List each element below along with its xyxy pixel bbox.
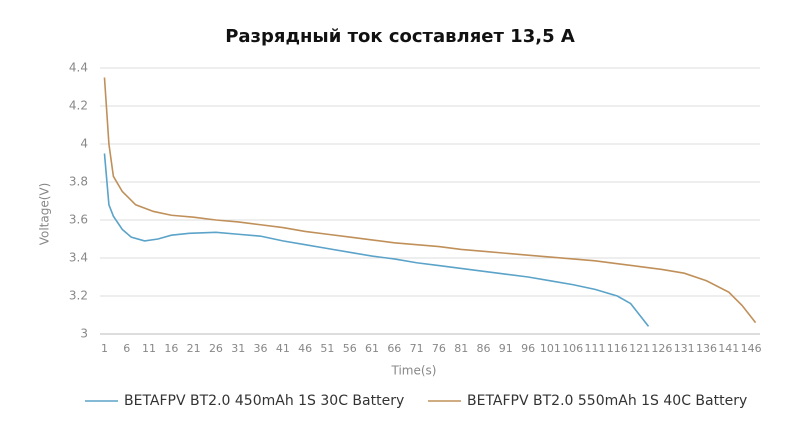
x-tick-label: 111 — [585, 342, 606, 355]
x-tick-label: 71 — [410, 342, 424, 355]
x-tick-label: 76 — [432, 342, 446, 355]
x-tick-label: 106 — [562, 342, 583, 355]
y-tick-label: 4 — [80, 137, 88, 151]
x-axis-label: Time(s) — [391, 364, 437, 378]
y-tick-label: 4.2 — [69, 99, 88, 113]
y-tick-label: 3.2 — [69, 289, 88, 303]
x-tick-label: 141 — [718, 342, 739, 355]
x-tick-label: 1 — [101, 342, 108, 355]
x-tick-label: 41 — [276, 342, 290, 355]
x-tick-label: 31 — [231, 342, 245, 355]
y-tick-label: 4.4 — [69, 61, 88, 75]
series-line — [103, 153, 650, 327]
y-axis-label: Voltage(V) — [38, 183, 52, 246]
y-tick-label: 3.6 — [69, 213, 88, 227]
x-tick-label: 6 — [123, 342, 130, 355]
x-tick-label: 116 — [607, 342, 628, 355]
x-tick-label: 86 — [477, 342, 491, 355]
x-tick-label: 66 — [387, 342, 401, 355]
x-tick-label: 121 — [629, 342, 650, 355]
x-tick-label: 21 — [187, 342, 201, 355]
x-tick-label: 136 — [696, 342, 717, 355]
x-tick-label: 91 — [499, 342, 513, 355]
x-tick-label: 101 — [540, 342, 561, 355]
x-tick-label: 16 — [164, 342, 178, 355]
y-tick-label: 3 — [80, 327, 88, 341]
x-tick-label: 51 — [320, 342, 334, 355]
x-tick-label: 61 — [365, 342, 379, 355]
x-tick-label: 36 — [254, 342, 268, 355]
x-tick-label: 131 — [674, 342, 695, 355]
x-tick-label: 81 — [454, 342, 468, 355]
x-tick-label: 126 — [651, 342, 672, 355]
y-tick-label: 3.8 — [69, 175, 88, 189]
chart-title: Разрядный ток составляет 13,5 А — [225, 26, 575, 47]
x-tick-label: 11 — [142, 342, 156, 355]
legend-label: BETAFPV BT2.0 450mAh 1S 30C Battery — [124, 393, 404, 409]
legend-label: BETAFPV BT2.0 550mAh 1S 40C Battery — [467, 393, 747, 409]
x-tick-label: 146 — [741, 342, 762, 355]
series-line — [103, 77, 757, 324]
x-tick-label: 26 — [209, 342, 223, 355]
y-tick-label: 3.4 — [69, 251, 88, 265]
x-tick-label: 56 — [343, 342, 357, 355]
x-tick-label: 96 — [521, 342, 535, 355]
x-tick-label: 46 — [298, 342, 312, 355]
